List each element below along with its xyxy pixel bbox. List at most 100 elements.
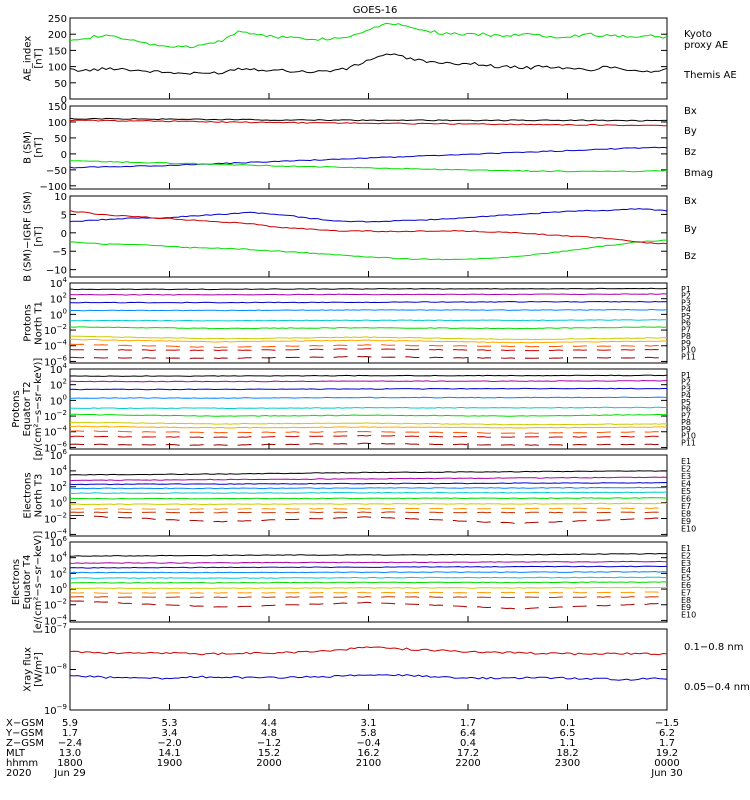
y-axis-label: Electrons: [11, 559, 22, 605]
legend-entry: E5: [681, 574, 691, 583]
y-tick-label: 10−2: [44, 409, 67, 423]
series-line-E2: [69, 476, 668, 482]
legend-entry: E3: [681, 559, 691, 568]
x-row-value: 16.2: [357, 748, 379, 759]
x-row-value: 5.9: [62, 718, 78, 729]
y-tick-label: 10−2: [44, 323, 67, 337]
y-tick-label: 102: [50, 378, 67, 392]
series-line-P3: [70, 300, 668, 304]
y-tick-label: −100: [40, 182, 67, 193]
y-tick-label: 106: [50, 448, 68, 462]
x-row-value: 2100: [356, 758, 381, 769]
x-row-value: 0.4: [460, 738, 476, 749]
chart-title: GOES-16: [353, 5, 398, 16]
series-line-Kyoto proxy AE: [69, 22, 668, 49]
legend-entry: P5: [681, 312, 691, 321]
legend-entry: P9: [681, 425, 691, 434]
x-row-value: 1.7: [460, 718, 476, 729]
y-tick-label: 104: [50, 551, 68, 565]
x-row-value: 6.4: [460, 728, 476, 739]
series-line-P4: [69, 396, 668, 399]
legend-entry: P2: [681, 378, 691, 387]
legend-entry: P3: [681, 384, 691, 393]
series-line-P1: [69, 287, 668, 291]
y-tick-label: 10−4: [44, 527, 68, 541]
series-line-P1: [69, 374, 668, 377]
series-line-P10: [69, 348, 668, 352]
x-row-value: 6.5: [560, 728, 576, 739]
legend-entry: E6: [681, 581, 691, 590]
legend-entry: E3: [681, 472, 691, 481]
series-line-P5: [69, 406, 667, 410]
y-axis-label: B (SM)−IGRF (SM): [23, 191, 34, 282]
y-tick-label: 104: [50, 464, 68, 478]
series-line-P2: [70, 379, 668, 383]
y-axis-label: [p/(cm²−s−sr−keV)]: [33, 358, 44, 461]
y-tick-label: 10−4: [44, 613, 68, 627]
y-tick-label: 0: [61, 150, 67, 161]
series-line-E5: [69, 491, 668, 494]
panel-frame: [69, 105, 668, 190]
x-row-value: 14.1: [158, 748, 180, 759]
x-row-label: 2020: [6, 768, 31, 779]
y-axis-label: AE_index: [23, 36, 34, 82]
series-line-P2: [69, 293, 668, 296]
legend-entry: E9: [681, 603, 691, 612]
x-row-value: 1.7: [62, 728, 78, 739]
legend-entry: P5: [681, 398, 691, 407]
y-axis-label: Xray flux: [23, 647, 34, 692]
legend-entry: Bz: [684, 251, 696, 262]
legend-entry: Kyoto: [684, 29, 712, 40]
y-axis-label: [nT]: [34, 226, 45, 246]
x-row-value: 13.0: [59, 748, 81, 759]
y-tick-label: 250: [48, 14, 67, 25]
y-axis-label: B (SM): [23, 131, 34, 164]
panel-frame: [69, 628, 668, 711]
y-tick-label: 0: [61, 229, 67, 240]
x-row-value: 15.2: [258, 748, 280, 759]
y-axis-label: Electrons: [23, 472, 34, 518]
series-line-P9: [69, 343, 668, 349]
y-axis-label: North T1: [34, 301, 45, 345]
x-row-value: 1.1: [560, 738, 576, 749]
x-row-value: 1900: [157, 758, 182, 769]
series-line-0.05−0.4 nm: [69, 673, 668, 681]
legend-entry: P4: [681, 391, 691, 400]
panel-frame: [69, 454, 668, 537]
series-line-E8: [69, 591, 668, 594]
panel-2: −10 −5 0 5 10 B (SM)−IGRF (SM) [nT] Bx By Bz: [23, 191, 697, 282]
series-line-E6: [69, 581, 668, 584]
y-tick-label: 102: [50, 480, 67, 494]
y-tick-label: 50: [54, 134, 67, 145]
legend-entry: E7: [681, 502, 691, 511]
legend-entry: P6: [681, 405, 691, 414]
y-tick-label: −10: [46, 266, 67, 277]
series-line-P3: [69, 387, 667, 391]
x-row-label: Y−GSM: [5, 728, 43, 739]
series-line-E5: [70, 576, 668, 579]
series-line-Bx: [69, 146, 668, 169]
legend-entry: P7: [681, 325, 691, 334]
series-line-E10: [69, 600, 668, 610]
y-tick-label: −50: [46, 166, 67, 177]
legend-entry: E5: [681, 487, 691, 496]
legend-entry: Bz: [684, 147, 696, 158]
panel-7: 10−7 10−8 10−9 Xray flux [W/m²] 0.1−0.8 nm 0.0…: [23, 622, 750, 717]
legend-entry: P1: [681, 371, 691, 380]
series-line-By: [69, 239, 667, 261]
y-tick-label: 100: [50, 582, 67, 596]
y-tick-label: 104: [50, 276, 68, 290]
legend-entry: E1: [681, 457, 691, 466]
y-axis-label: Protons: [11, 390, 22, 427]
y-tick-label: 10−6: [44, 354, 68, 368]
y-tick-label: 100: [50, 496, 67, 510]
legend-entry: Bx: [684, 106, 697, 117]
x-row-value: 0000: [654, 758, 679, 769]
series-line-E9: [69, 596, 668, 599]
y-tick-label: 10−4: [44, 425, 68, 439]
legend-entry: P10: [681, 346, 696, 355]
series-line-E8: [69, 507, 668, 510]
legend-entry: proxy AE: [684, 40, 728, 51]
